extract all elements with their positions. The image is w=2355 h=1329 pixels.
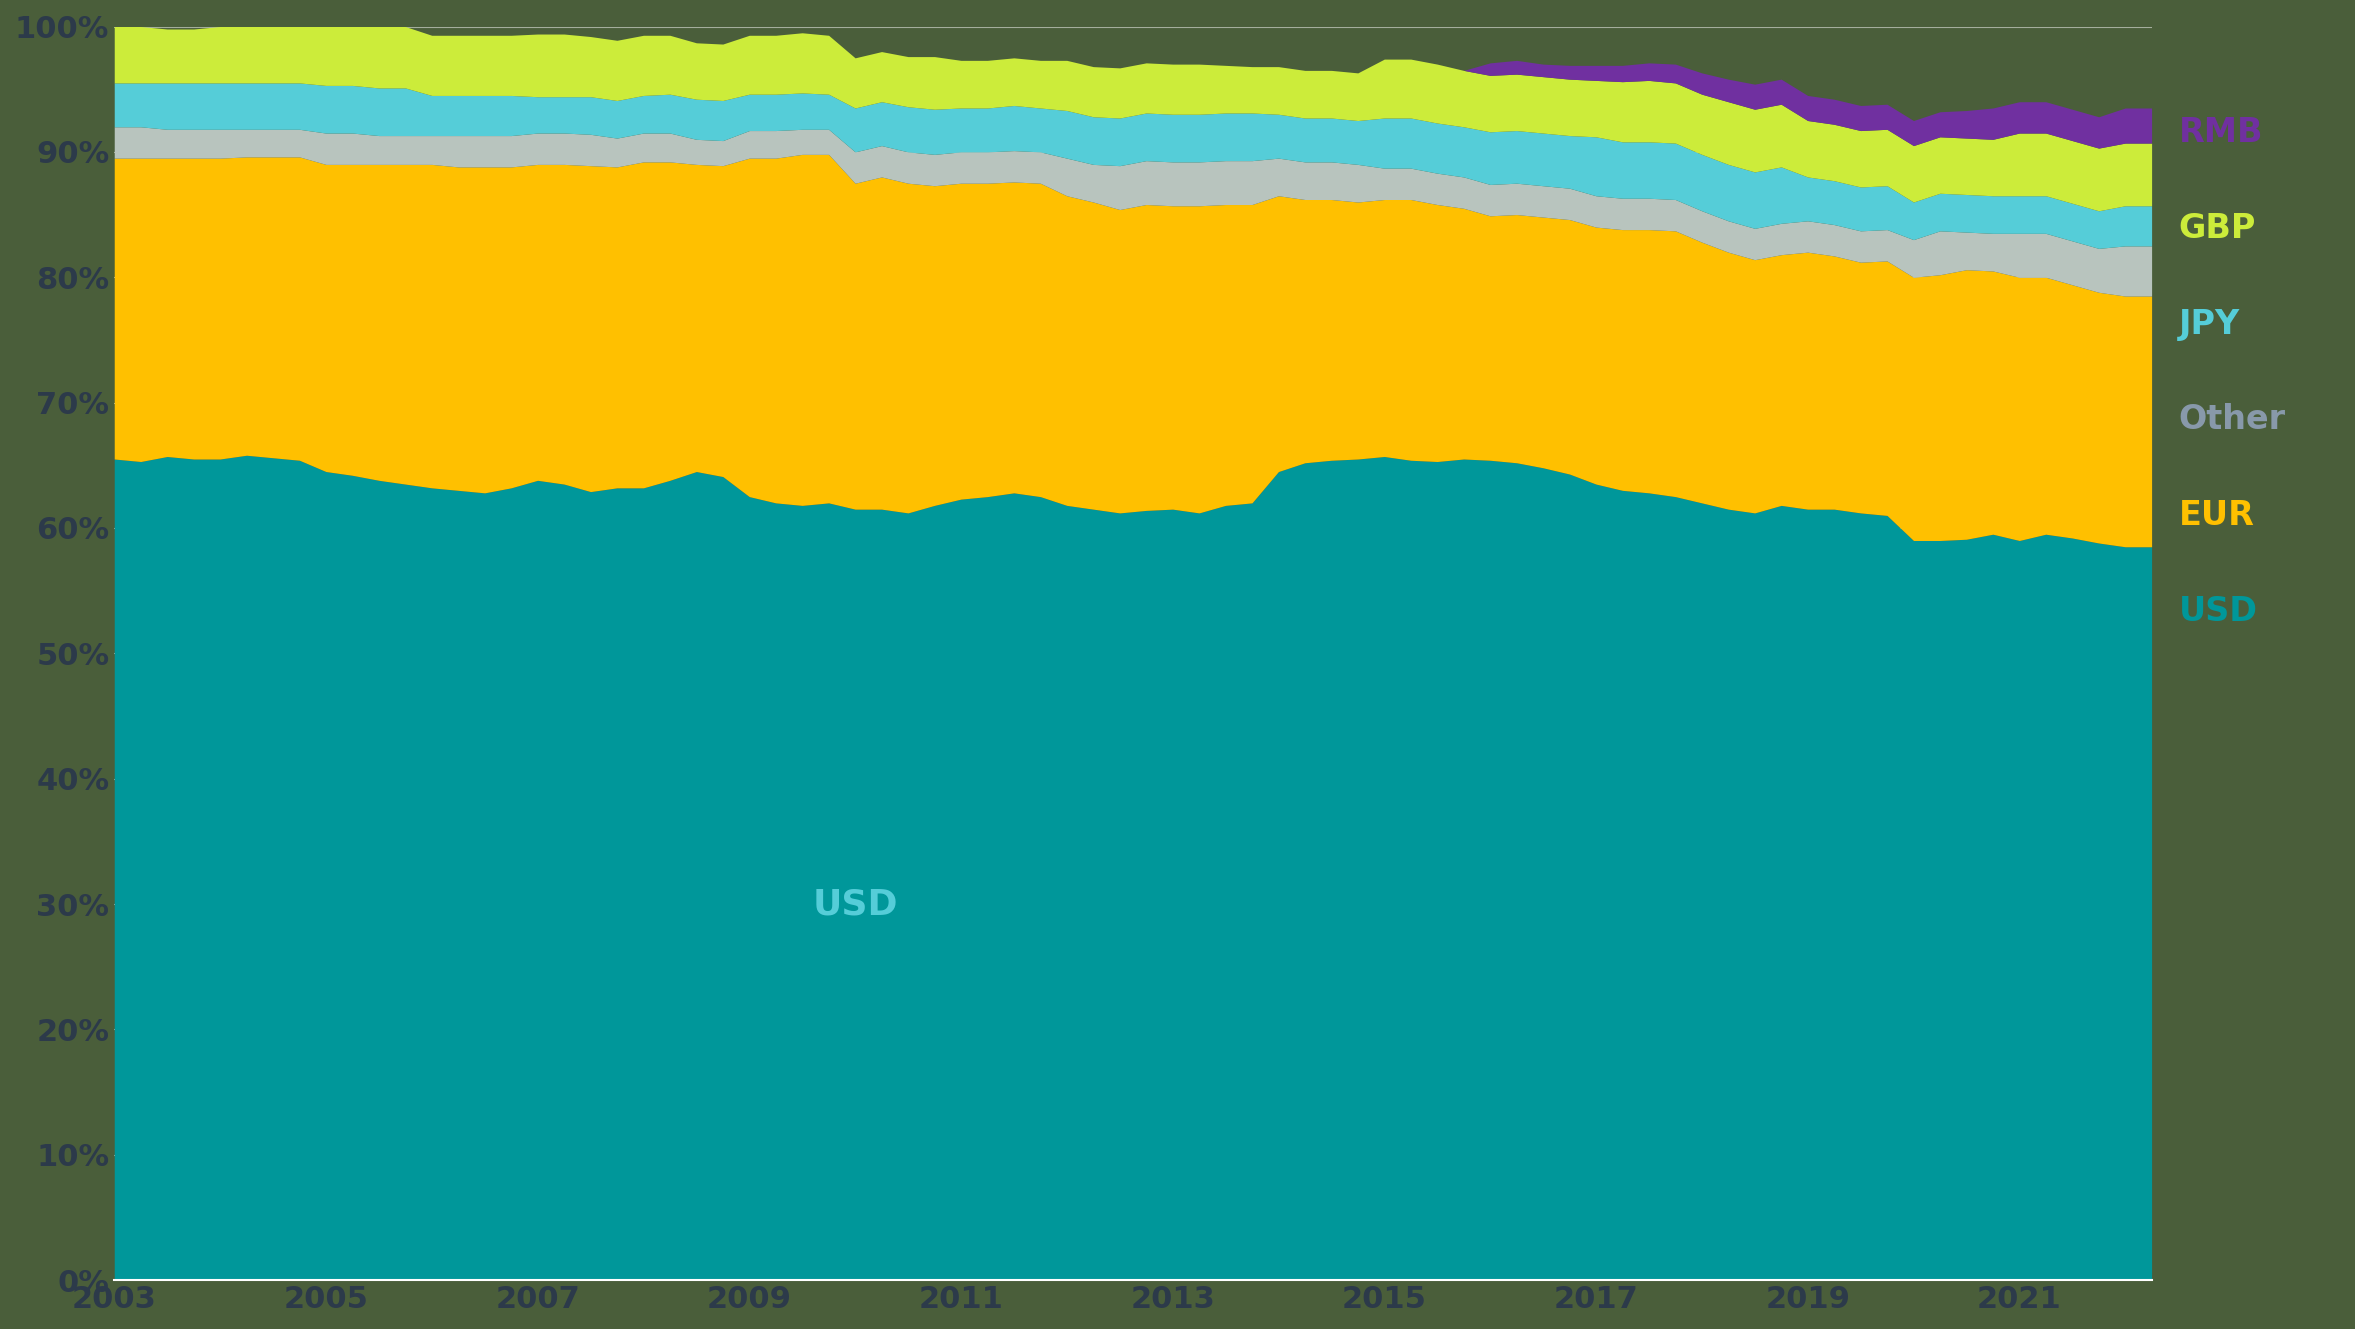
Text: USD: USD (2178, 595, 2258, 627)
Text: JPY: JPY (2178, 308, 2240, 340)
Text: Other: Other (2178, 404, 2284, 436)
Text: RMB: RMB (2178, 117, 2263, 149)
Text: EUR: EUR (2178, 500, 2254, 532)
Text: USD: USD (812, 886, 897, 921)
Text: GBP: GBP (2178, 213, 2256, 245)
Text: EUR: EUR (815, 323, 897, 358)
